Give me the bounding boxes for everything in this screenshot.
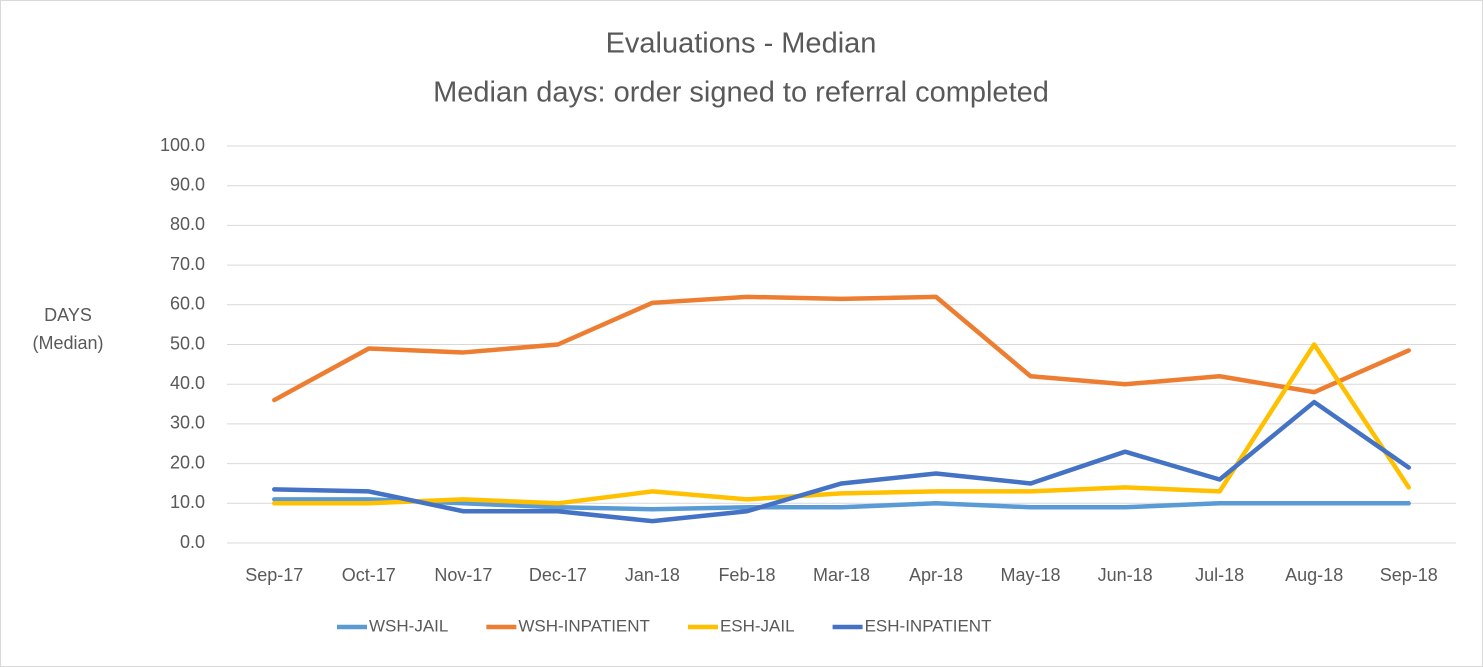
chart-title: Evaluations - Median xyxy=(606,28,877,60)
x-tick-label: Aug-18 xyxy=(1285,565,1343,585)
series-line xyxy=(272,294,1411,403)
chart-subtitle: Median days: order signed to referral co… xyxy=(433,77,1049,109)
y-axis-label: (Median) xyxy=(32,333,103,353)
x-tick-label: Sep-18 xyxy=(1380,565,1438,585)
legend-label: ESH-JAIL xyxy=(720,616,795,635)
x-tick-label: Sep-17 xyxy=(245,565,303,585)
legend-label: WSH-INPATIENT xyxy=(518,616,650,635)
y-tick-label: 10.0 xyxy=(170,492,205,512)
x-tick-label: Jul-18 xyxy=(1195,565,1244,585)
series-line xyxy=(272,399,1411,524)
y-tick-label: 0.0 xyxy=(180,532,205,552)
y-axis-label: DAYS xyxy=(44,305,92,325)
y-tick-label: 90.0 xyxy=(170,174,205,194)
legend-label: WSH-JAIL xyxy=(369,616,448,635)
y-tick-label: 80.0 xyxy=(170,214,205,234)
x-tick-label: Feb-18 xyxy=(718,565,775,585)
x-tick-label: Oct-17 xyxy=(342,565,396,585)
y-tick-label: 40.0 xyxy=(170,373,205,393)
y-tick-label: 70.0 xyxy=(170,254,205,274)
legend-label: ESH-INPATIENT xyxy=(865,616,992,635)
x-tick-label: Mar-18 xyxy=(813,565,870,585)
series-line xyxy=(272,497,1411,512)
y-tick-label: 30.0 xyxy=(170,413,205,433)
y-tick-label: 100.0 xyxy=(160,135,205,155)
x-tick-label: Jan-18 xyxy=(625,565,680,585)
x-tick-label: Nov-17 xyxy=(434,565,492,585)
y-tick-label: 20.0 xyxy=(170,452,205,472)
x-tick-label: Dec-17 xyxy=(529,565,587,585)
x-tick-label: Jun-18 xyxy=(1098,565,1153,585)
x-tick-label: Apr-18 xyxy=(909,565,963,585)
series-line xyxy=(272,342,1411,506)
x-tick-label: May-18 xyxy=(1001,565,1061,585)
y-tick-label: 50.0 xyxy=(170,333,205,353)
y-tick-label: 60.0 xyxy=(170,294,205,314)
